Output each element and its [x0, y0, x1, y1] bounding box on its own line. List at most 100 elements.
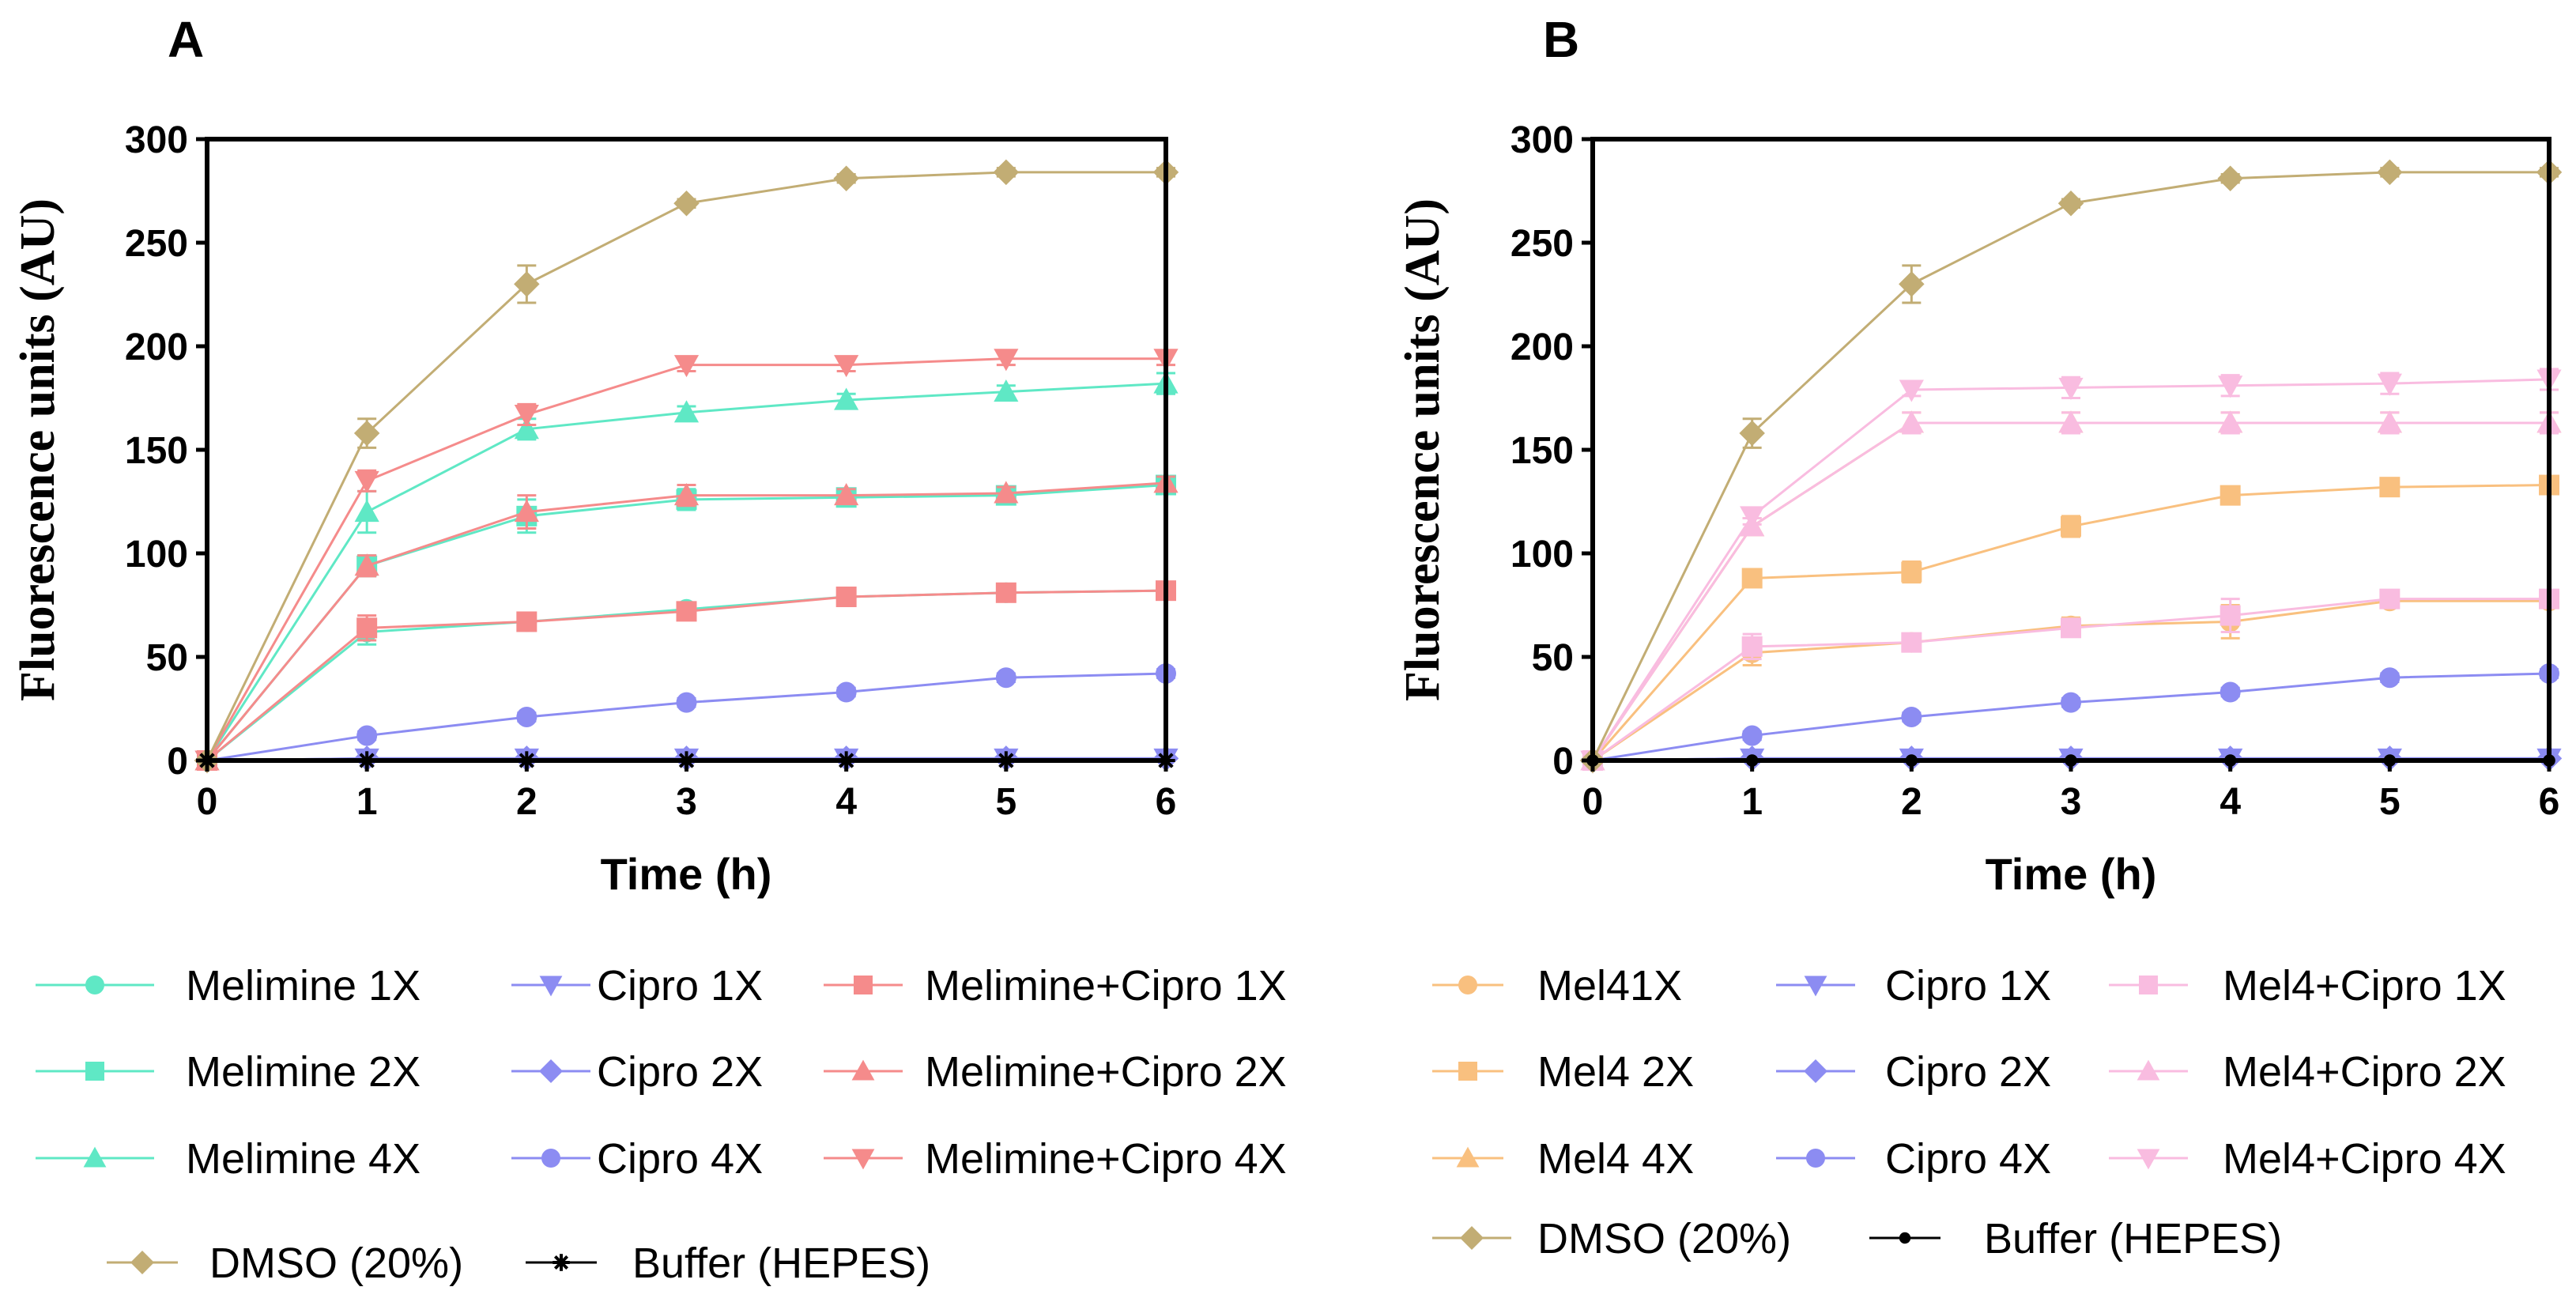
data-point [834, 483, 859, 506]
legend-marker [541, 1149, 560, 1168]
data-point [356, 725, 378, 746]
series-line [206, 171, 1166, 761]
data-point [514, 271, 540, 297]
data-point [2218, 376, 2243, 398]
legend-item-mel4-cipro-4x: Mel4+Cipro 4X [2109, 1135, 2506, 1183]
legend-item-melimine-1x: Melimine 1X [36, 962, 421, 1010]
data-point [2220, 681, 2241, 703]
legend-item-cipro-4x: Cipro 4X [511, 1135, 763, 1183]
data-point [673, 190, 700, 217]
y-tick-label: 300 [125, 119, 188, 161]
data-point [673, 355, 700, 378]
legend-marker [1458, 976, 1477, 994]
data-point [516, 611, 537, 632]
data-point [354, 470, 379, 493]
data-point [356, 617, 378, 639]
data-point [1741, 725, 1763, 746]
legend-item-mel4-4x: Mel4 4X [1432, 1135, 1694, 1183]
legend-label: Mel4+Cipro 4X [2223, 1135, 2506, 1183]
y-tick-label: 200 [125, 326, 188, 368]
data-point [993, 159, 1020, 186]
y-tick-label: 150 [125, 430, 188, 472]
x-axis: 0 1 2 3 4 5 6 [197, 760, 1176, 823]
legend-item-melimine-cipro-2x: Melimine+Cipro 2X [824, 1048, 1287, 1096]
x-tick-label: 2 [516, 781, 537, 823]
data-point [2058, 410, 2084, 433]
series-line [206, 481, 1167, 761]
series-dmso-20 [194, 159, 1179, 774]
legend-marker [2139, 976, 2158, 994]
data-point [1741, 568, 1763, 589]
legend-item-mel41x: Mel41X [1432, 962, 1682, 1010]
legend-item-melimine-cipro-1x: Melimine+Cipro 1X [824, 962, 1287, 1010]
panel-b: B 0 50 100 150 200 250 300 0 1 2 3 4 5 6 Time (h) Fluore… [1396, 11, 2563, 1262]
data-point [676, 692, 697, 713]
legend-marker [1456, 1146, 1480, 1168]
y-axis: 0 50 100 150 200 250 300 [125, 119, 207, 783]
legend-marker [851, 1059, 875, 1081]
plot-frame [205, 137, 1168, 763]
x-tick-label: 0 [197, 781, 218, 823]
data-point [2218, 410, 2243, 433]
legend-marker [1804, 1059, 1827, 1083]
data-point [2217, 165, 2243, 192]
data-point [833, 165, 859, 192]
data-point [2220, 605, 2241, 626]
data-point [2057, 190, 2084, 217]
data-point [2061, 515, 2081, 537]
y-tick-label: 250 [125, 223, 188, 265]
data-point [835, 681, 857, 703]
y-tick-label: 250 [1511, 223, 1574, 265]
data-point [995, 582, 1016, 603]
legend-marker [83, 1146, 107, 1168]
legend-item-mel4-cipro-2x: Mel4+Cipro 2X [2109, 1048, 2506, 1096]
legend: Melimine 1X Cipro 1X Melimine+Cipro 1X Meli… [36, 962, 1287, 1287]
y-tick-label: 100 [125, 534, 188, 576]
legend-item-mel4-cipro-1x: Mel4+Cipro 1X [2109, 962, 2506, 1010]
data-point [2061, 692, 2081, 713]
legend-label: Melimine+Cipro 1X [925, 962, 1287, 1010]
legend-label: Melimine 4X [186, 1135, 421, 1183]
legend-label: Melimine+Cipro 2X [925, 1048, 1287, 1096]
legend-item-cipro-1x: Cipro 1X [1776, 962, 2051, 1010]
data-point [1740, 506, 1765, 529]
panel-letter: B [1543, 11, 1579, 68]
y-tick-label: 0 [1552, 741, 1574, 783]
x-tick-label: 3 [676, 781, 697, 823]
data-point [2377, 373, 2402, 396]
series-line [1591, 171, 2549, 761]
x-tick-label: 6 [2539, 781, 2560, 823]
legend-item-cipro-4x: Cipro 4X [1776, 1135, 2051, 1183]
legend-marker [1899, 1232, 1911, 1244]
legend-label: Melimine+Cipro 4X [925, 1135, 1287, 1183]
series-mel4-4x [1580, 410, 2562, 771]
legend-label: Buffer (HEPES) [1984, 1215, 2282, 1262]
legend: Mel41X Cipro 1X Mel4+Cipro 1X Mel4 2X Cipro … [1432, 962, 2506, 1262]
legend-label: Cipro 4X [597, 1135, 763, 1183]
legend-item-melimine-2x: Melimine 2X [36, 1048, 421, 1096]
legend-label: Mel4+Cipro 2X [2223, 1048, 2506, 1096]
x-axis-title: Time (h) [601, 849, 772, 899]
legend-item-dmso-20: DMSO (20%) [1432, 1215, 1791, 1262]
data-point [1899, 410, 1924, 433]
y-tick-label: 0 [167, 741, 188, 783]
legend-marker [2137, 1059, 2160, 1081]
legend-item-cipro-2x: Cipro 2X [1776, 1048, 2051, 1096]
data-point [1901, 706, 1922, 727]
legend-marker [539, 1059, 563, 1083]
data-point [1901, 561, 1922, 583]
panel-letter: A [168, 11, 204, 68]
y-tick-label: 150 [1511, 430, 1574, 472]
legend-item-cipro-1x: Cipro 1X [511, 962, 763, 1010]
legend-label: Buffer (HEPES) [632, 1240, 930, 1287]
x-tick-label: 0 [1582, 781, 1604, 823]
y-tick-label: 100 [1511, 534, 1574, 576]
data-point [2377, 410, 2402, 433]
x-tick-label: 5 [2379, 781, 2401, 823]
data-point [514, 500, 539, 523]
series-group [1579, 159, 2563, 774]
data-point [354, 500, 379, 523]
y-tick-label: 200 [1511, 326, 1574, 368]
data-point [1901, 632, 1922, 653]
